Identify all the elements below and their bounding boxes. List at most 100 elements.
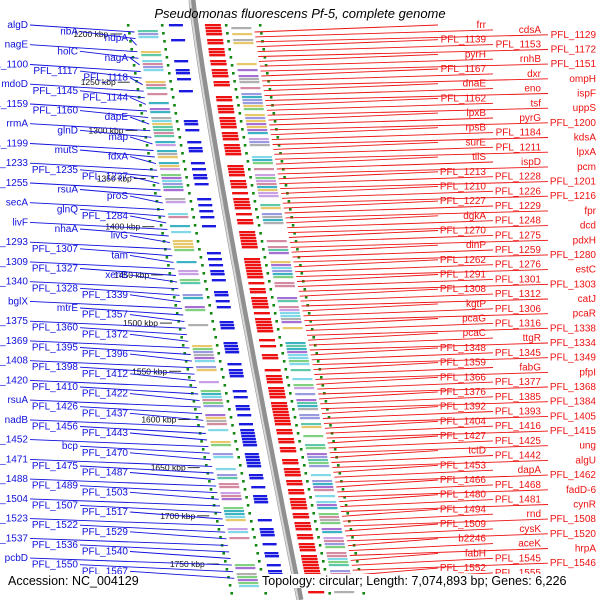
forward-gene-label: PFL_1368 [550, 382, 597, 393]
reverse-cog-block [160, 168, 180, 171]
cog-dot [239, 120, 243, 123]
forward-gene-label: estC [575, 265, 596, 276]
gene-leader-line [29, 557, 232, 566]
reverse-gene-label: xenB [105, 270, 128, 281]
gene-leader-line [129, 136, 153, 145]
reverse-gene-label: nagA [105, 53, 129, 64]
cog-dot [201, 448, 205, 451]
scale-tick-label: 1450 kbp [114, 270, 149, 280]
reverse-cog-block [225, 519, 246, 522]
cog-dot [329, 424, 332, 427]
reverse-cog-block [227, 528, 248, 531]
forward-gene-label: algU [575, 455, 596, 466]
gene-leader-line [129, 314, 185, 323]
gene-leader-line [79, 208, 166, 217]
cog-dot [237, 456, 240, 459]
forward-cog-block [293, 384, 314, 387]
gene-leader-line [303, 308, 494, 317]
forward-cds-block [280, 450, 297, 453]
gene-leader-line [287, 220, 494, 229]
gene-leader-line [295, 264, 494, 273]
forward-gene-label: PFL_1425 [495, 436, 542, 447]
forward-gene-label: tilS [472, 152, 486, 163]
forward-cds-block [289, 498, 306, 501]
forward-cds-block [217, 108, 234, 111]
gene-leader-line [281, 185, 439, 194]
gene-leader-line [278, 171, 439, 180]
cog-dot [241, 128, 244, 131]
reverse-gene-label: PFL_1420 [0, 375, 28, 386]
forward-cog-block [299, 417, 320, 420]
reverse-gene-label: PFL_1507 [32, 500, 79, 511]
gene-leader-line [265, 93, 549, 101]
cog-dot [303, 464, 306, 467]
cog-dot [160, 24, 164, 27]
cog-dot [253, 536, 256, 539]
forward-cds-block [222, 138, 239, 141]
forward-cds-block [272, 408, 289, 411]
forward-gene-label: PFL_1172 [551, 44, 597, 55]
forward-cog-block [243, 108, 264, 111]
reverse-cog-block [239, 585, 259, 588]
reverse-cog-block [229, 537, 250, 540]
forward-cds-block [208, 51, 225, 54]
reverse-cog-block [215, 468, 236, 471]
forward-gene-label: lpxB [467, 108, 487, 119]
reverse-cog-block [193, 354, 214, 357]
cog-dot [188, 192, 191, 195]
reverse-cog-block [202, 399, 223, 402]
forward-gene-label: pcaC [463, 328, 486, 339]
cog-dot [143, 128, 146, 131]
feature-tracks [137, 24, 355, 594]
forward-cog-block [252, 159, 273, 162]
forward-gene-label: PFL_1494 [440, 504, 487, 515]
forward-cds-block [212, 75, 229, 78]
forward-cog-block [305, 447, 326, 450]
cog-dot [310, 504, 314, 507]
scale-tick-label: 1600 kbp [141, 415, 176, 425]
forward-cds-block [250, 291, 266, 294]
topology-value: circular [319, 574, 360, 588]
reverse-cog-block [145, 84, 166, 87]
reverse-cds-block [233, 396, 248, 399]
gene-leader-line [315, 371, 549, 380]
forward-cds-block [205, 27, 222, 30]
reverse-gene-label: pcbD [5, 553, 28, 564]
forward-gene-label: dgkA [463, 211, 486, 222]
reverse-cog-block [155, 144, 176, 147]
forward-cds-block [228, 168, 244, 171]
reverse-cog-block [138, 33, 159, 36]
forward-gene-label: PFL_1509 [440, 519, 487, 530]
cog-dot [279, 152, 282, 155]
forward-gene-label: hrpA [575, 543, 596, 554]
gene-leader-line [306, 322, 494, 331]
cog-dot [175, 120, 179, 123]
forward-cds-block [251, 297, 268, 300]
cog-dot [269, 288, 273, 291]
reverse-cds-block [229, 375, 244, 378]
reverse-cds-block [253, 498, 268, 501]
gene-leader-line [29, 518, 224, 527]
forward-cog-block [246, 126, 267, 129]
cog-dot [272, 112, 276, 115]
reverse-cog-block [224, 513, 245, 516]
gene-leader-line [262, 78, 549, 87]
forward-cds-block [212, 72, 228, 75]
cog-dot [230, 592, 233, 595]
cog-dot [237, 104, 240, 107]
reverse-cog-block [163, 186, 184, 189]
cog-dot [225, 568, 229, 571]
forward-cog-block [254, 168, 274, 171]
cog-dot [136, 88, 140, 91]
reverse-cds-block [178, 90, 193, 93]
gene-leader-line [129, 570, 235, 579]
cog-dot [304, 472, 308, 475]
reverse-cog-block [178, 273, 199, 276]
forward-cog-block [256, 180, 276, 183]
forward-cds-block [220, 126, 237, 129]
cog-dot [170, 88, 174, 91]
cog-dot [307, 312, 311, 315]
reverse-gene-label: PFL_1456 [32, 421, 79, 432]
gene-leader-line [79, 169, 159, 178]
gene-leader-line [322, 411, 494, 419]
